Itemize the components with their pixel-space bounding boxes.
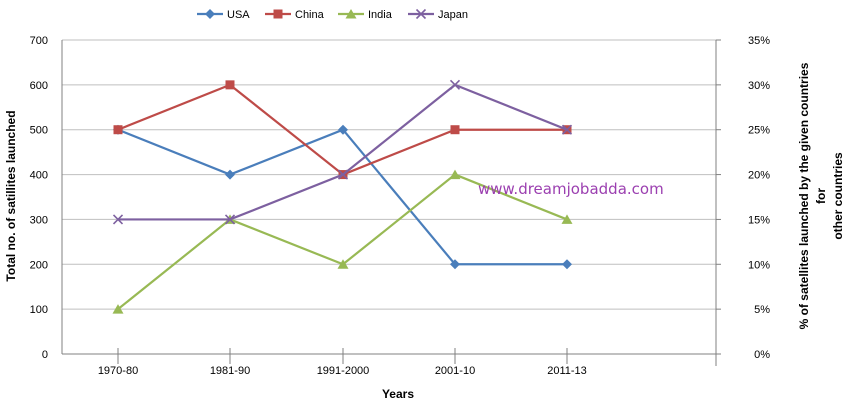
series-japan bbox=[112, 79, 573, 225]
marker-stroke bbox=[112, 214, 124, 225]
y2-tick-label: 35% bbox=[748, 35, 770, 47]
y2-tick-label: 30% bbox=[748, 80, 770, 92]
axes: 0 100 200 300 400 500 600 700 0% 5% 10% 15% 20% 25% 30… bbox=[30, 35, 771, 377]
data-point-usa bbox=[562, 259, 572, 270]
marker-stroke bbox=[224, 214, 236, 225]
y2-tick-label: 0% bbox=[754, 349, 770, 361]
legend-marker bbox=[345, 9, 357, 19]
legend-marker bbox=[205, 9, 215, 19]
y-tick-label: 300 bbox=[30, 214, 48, 226]
y-axis-title: Total no. of satillites launched bbox=[4, 110, 18, 281]
data-point-china bbox=[113, 125, 123, 135]
y-tick-label: 400 bbox=[30, 170, 48, 182]
x-tick-label: 1991-2000 bbox=[317, 365, 370, 377]
y2-tick-label: 20% bbox=[748, 170, 770, 182]
y2-axis-title-line: % of satellites launched by the given co… bbox=[797, 62, 811, 329]
data-point-india bbox=[449, 169, 461, 180]
legend-label-japan: Japan bbox=[438, 9, 468, 21]
legend-marker bbox=[415, 8, 427, 20]
data-point-china bbox=[225, 80, 235, 90]
data-point-usa bbox=[450, 259, 460, 270]
y-tick-label: 100 bbox=[30, 304, 48, 316]
y2-tick-label: 25% bbox=[748, 125, 770, 137]
data-point-japan bbox=[561, 124, 573, 135]
marker-stroke bbox=[449, 79, 461, 90]
legend-item-usa: USA bbox=[197, 9, 250, 21]
y-tick-label: 500 bbox=[30, 125, 48, 137]
x-tick-label: 1981-90 bbox=[210, 365, 250, 377]
data-point-japan bbox=[337, 169, 349, 180]
y2-axis-title: % of satellites launched by the given co… bbox=[797, 62, 845, 329]
y-tick-label: 700 bbox=[30, 35, 48, 47]
series-line-japan bbox=[118, 83, 568, 221]
data-point-usa bbox=[338, 124, 348, 135]
y-tick-label: 600 bbox=[30, 80, 48, 92]
x-tick-label: 1970-80 bbox=[98, 365, 138, 377]
legend-label-usa: USA bbox=[227, 9, 250, 21]
y-tick-label: 0 bbox=[42, 349, 48, 361]
y-tick-label: 200 bbox=[30, 259, 48, 271]
data-point-japan bbox=[224, 214, 236, 225]
watermark-text: www.dreamjobadda.com bbox=[478, 180, 664, 198]
y2-axis-title-line: for bbox=[814, 188, 828, 204]
data-point-usa bbox=[225, 169, 235, 180]
legend-item-japan: Japan bbox=[408, 8, 468, 21]
data-point-japan bbox=[449, 79, 461, 90]
y2-tick-label: 5% bbox=[754, 304, 770, 316]
legend-label-india: India bbox=[368, 9, 393, 21]
y2-tick-label: 10% bbox=[748, 259, 770, 271]
legend-marker bbox=[273, 9, 283, 19]
data-point-china bbox=[450, 125, 460, 135]
x-axis-title: Years bbox=[382, 387, 414, 401]
data-point-india bbox=[561, 214, 573, 224]
x-tick-label: 2001-10 bbox=[435, 365, 475, 377]
marker-stroke bbox=[337, 169, 349, 180]
data-point-india bbox=[112, 304, 124, 314]
marker-stroke bbox=[415, 8, 427, 20]
y2-axis-title-line: other countries bbox=[831, 152, 845, 240]
legend-item-india: India bbox=[338, 9, 393, 21]
legend: USA China India Japan bbox=[197, 8, 468, 21]
data-point-india bbox=[337, 259, 349, 269]
y2-tick-label: 15% bbox=[748, 214, 770, 226]
legend-label-china: China bbox=[295, 9, 325, 21]
data-point-japan bbox=[112, 214, 124, 225]
legend-item-china: China bbox=[265, 9, 325, 21]
marker-stroke bbox=[561, 124, 573, 135]
x-tick-label: 2011-13 bbox=[547, 365, 587, 377]
series-layer bbox=[112, 79, 573, 314]
